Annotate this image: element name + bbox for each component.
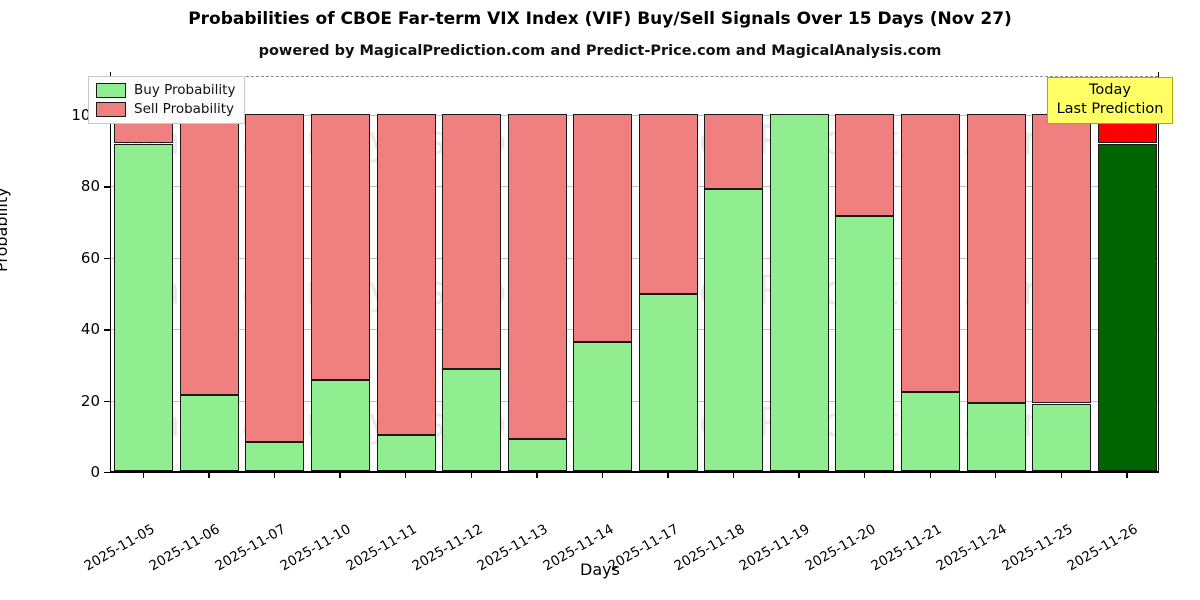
- x-tick-mark: [273, 472, 276, 478]
- bar-column[interactable]: [442, 72, 502, 471]
- bar-column[interactable]: [966, 72, 1026, 471]
- bar-segment-sell[interactable]: [1032, 113, 1092, 404]
- y-tick-mark: [104, 472, 110, 474]
- bar-segment-sell[interactable]: [901, 113, 961, 393]
- legend-item-sell: Sell Probability: [96, 101, 235, 117]
- y-tick-label: 40: [80, 320, 100, 339]
- bars-layer: [111, 72, 1158, 471]
- x-tick-mark: [798, 472, 800, 478]
- legend-item-buy: Buy Probability: [96, 82, 235, 98]
- bar-segment-buy[interactable]: [704, 188, 764, 471]
- legend-swatch-sell-icon: [96, 101, 126, 117]
- bar-segment-buy[interactable]: [1032, 403, 1092, 471]
- today-annotation: Today Last Prediction: [1047, 77, 1173, 124]
- y-axis-spine: [110, 72, 112, 472]
- x-tick-mark: [208, 472, 210, 478]
- bar-column[interactable]: [245, 72, 305, 471]
- x-axis-label: Days: [580, 560, 620, 579]
- bar-segment-buy[interactable]: [310, 379, 370, 471]
- today-annotation-line1: Today: [1089, 82, 1131, 98]
- bar-segment-sell[interactable]: [704, 113, 764, 189]
- bar-segment-sell[interactable]: [442, 113, 502, 370]
- bar-segment-sell[interactable]: [310, 113, 370, 380]
- bar-segment-buy[interactable]: [901, 392, 961, 471]
- x-tick-mark: [405, 472, 407, 478]
- today-annotation-line2: Last Prediction: [1056, 101, 1164, 117]
- page-title: Probabilities of CBOE Far-term VIX Index…: [188, 9, 1012, 29]
- bar-column[interactable]: [573, 72, 633, 471]
- bar-segment-sell[interactable]: [573, 113, 633, 343]
- bar-column[interactable]: [376, 72, 436, 471]
- bar-segment-sell[interactable]: [245, 113, 305, 443]
- bar-column[interactable]: [835, 72, 895, 471]
- y-tick-label: 0: [90, 463, 100, 481]
- chart-subtitle: powered by MagicalPrediction.com and Pre…: [258, 43, 942, 59]
- x-tick-mark: [929, 472, 931, 478]
- gridline-100: [111, 114, 1158, 116]
- bar-segment-sell[interactable]: [638, 113, 698, 295]
- bar-segment-buy[interactable]: [442, 369, 502, 471]
- bar-segment-sell[interactable]: [835, 113, 895, 216]
- x-tick-mark: [667, 472, 669, 478]
- bar-column[interactable]: [769, 72, 829, 471]
- x-tick-mark: [470, 472, 472, 478]
- bar-segment-buy[interactable]: [573, 342, 633, 471]
- bar-segment-sell[interactable]: [507, 113, 567, 439]
- y-tick-label: 20: [80, 391, 100, 410]
- bar-segment-buy[interactable]: [769, 113, 829, 471]
- bar-segment-buy[interactable]: [507, 438, 567, 471]
- gridline-20: [111, 400, 1158, 402]
- bar-column[interactable]: [310, 72, 370, 471]
- x-tick-mark: [732, 472, 735, 478]
- x-axis-spine: [110, 471, 1159, 473]
- x-tick-mark: [339, 472, 341, 478]
- bar-column[interactable]: [704, 72, 764, 471]
- x-tick-mark: [863, 472, 866, 478]
- bar-segment-buy[interactable]: [245, 442, 305, 471]
- right-spine: [1158, 72, 1160, 472]
- bar-segment-sell[interactable]: [376, 113, 436, 436]
- bar-segment-sell[interactable]: [179, 113, 239, 395]
- x-tick-mark: [601, 472, 604, 478]
- y-tick-mark: [104, 329, 110, 331]
- bar-segment-buy[interactable]: [638, 294, 698, 471]
- gridline-60: [111, 257, 1158, 259]
- y-tick-label: 60: [80, 248, 100, 267]
- bar-column[interactable]: [1097, 72, 1157, 471]
- bar-column[interactable]: [638, 72, 698, 471]
- bar-segment-buy[interactable]: [1097, 143, 1157, 471]
- x-tick-mark: [536, 472, 538, 478]
- y-tick-mark: [104, 186, 110, 188]
- plot-area: MagicalAnalysis.comMagicalPrediction.com…: [110, 72, 1159, 472]
- bar-column[interactable]: [114, 72, 174, 471]
- x-tick-mark: [142, 472, 145, 478]
- bar-segment-buy[interactable]: [966, 403, 1026, 471]
- bar-segment-buy[interactable]: [835, 216, 895, 471]
- y-tick-mark: [104, 400, 110, 402]
- bar-segment-buy[interactable]: [179, 394, 239, 471]
- y-axis-label: Probability: [0, 187, 11, 272]
- bar-segment-sell[interactable]: [966, 113, 1026, 404]
- x-tick-mark: [1126, 472, 1128, 478]
- legend-swatch-buy-icon: [96, 82, 126, 98]
- bar-column[interactable]: [1032, 72, 1092, 471]
- legend-label-sell: Sell Probability: [134, 101, 235, 117]
- bar-segment-buy[interactable]: [376, 435, 436, 471]
- gridline-80: [111, 186, 1158, 188]
- bar-segment-buy[interactable]: [114, 143, 174, 471]
- bar-column[interactable]: [179, 72, 239, 471]
- gridline-40: [111, 329, 1158, 331]
- x-tick-mark: [995, 472, 997, 478]
- bar-column[interactable]: [507, 72, 567, 471]
- y-tick-label: 80: [80, 177, 100, 196]
- y-tick-mark: [104, 257, 110, 260]
- chart-legend: Buy Probability Sell Probability: [88, 76, 246, 124]
- reference-dashed-line: [111, 75, 1158, 77]
- x-tick-mark: [1060, 472, 1063, 478]
- legend-label-buy: Buy Probability: [134, 82, 236, 98]
- bar-column[interactable]: [901, 72, 961, 471]
